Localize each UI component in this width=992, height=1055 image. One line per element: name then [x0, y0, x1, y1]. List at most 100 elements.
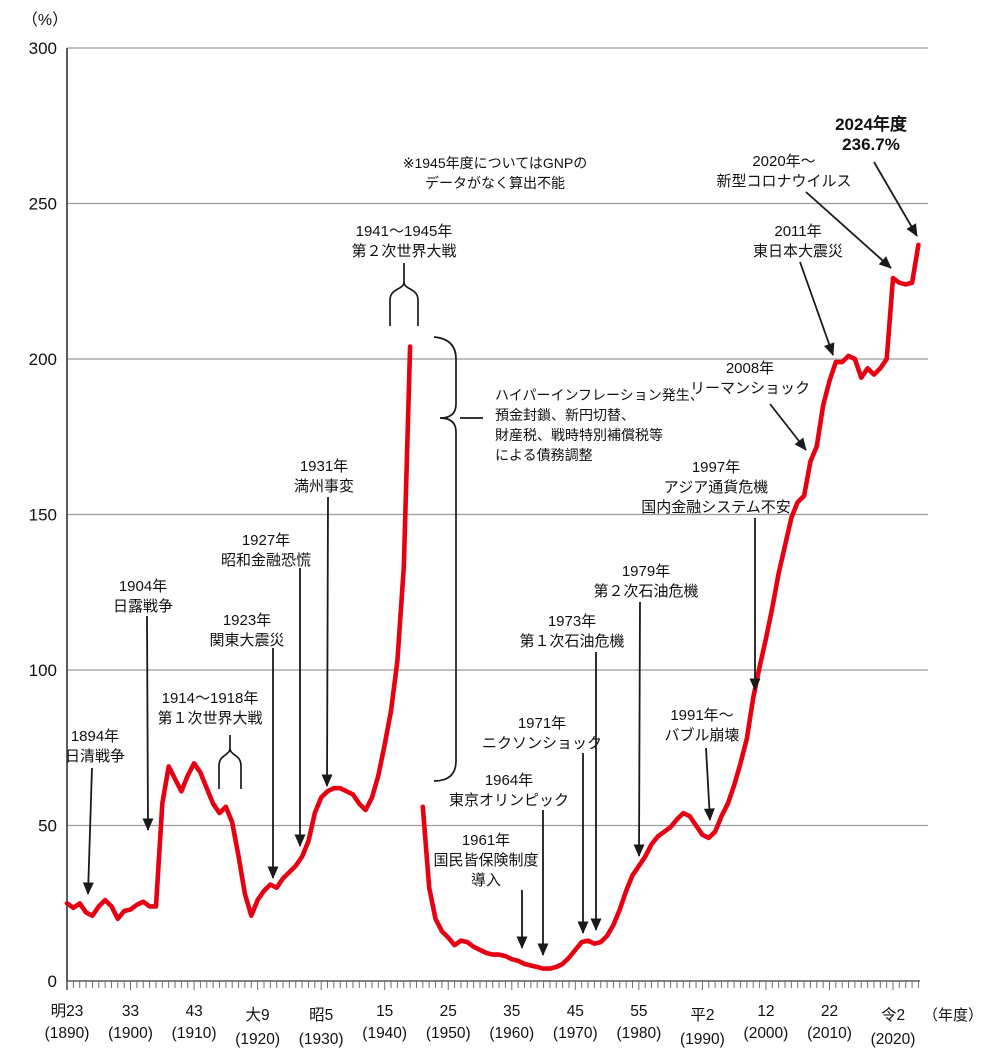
hyperinflation-debt-adjustment-brace [433, 336, 457, 782]
1941-wwii-fork [389, 263, 419, 326]
y-tick-label-200: 200 [29, 350, 57, 369]
debt-line-segment-2 [420, 242, 921, 971]
1964-tokyo-olympics-text-line-1: 1964年 [485, 772, 533, 789]
note-1945-gnp-text-line-1: ※1945年度についてはGNPの [403, 155, 588, 171]
1904-russo-japanese-war-arrow [142, 615, 154, 831]
1923-kanto-earthquake-text-line-1: 1923年 [223, 612, 271, 629]
1941-wwii-text-line-1: 1941～1945年 [356, 223, 453, 240]
y-tick-label-300: 300 [29, 39, 57, 58]
hyperinflation-debt-adjustment-text-line-3: 財産税、戦時特別補償税等 [495, 427, 663, 443]
annotation-1991-bubble-collapse: 1991年～ バブル崩壊 [664, 707, 740, 821]
x-tick-year-1890: (1890) [45, 1025, 90, 1042]
debt-ratio-line [64, 242, 921, 971]
2008-lehman-shock-arrow [769, 403, 807, 451]
1979-second-oil-crisis-text-line-1: 1979年 [622, 563, 670, 580]
y-tick-labels: 300 250 200 150 100 50 0 [29, 39, 57, 991]
x-axis-unit-label: （年度） [923, 1007, 983, 1024]
hyperinflation-debt-adjustment-text-line-1: ハイパーインフレーション発生、 [495, 387, 704, 403]
x-tick-era-1900: 33 [122, 1003, 139, 1020]
2020-covid-text-line-1: 2020年～ [752, 153, 815, 170]
x-tick-era-1960: 35 [503, 1003, 520, 1020]
x-tick-era-1940: 15 [376, 1003, 393, 1020]
1931-manchurian-incident-text-line-2: 満州事変 [294, 478, 354, 495]
y-tick-label-0: 0 [48, 972, 57, 991]
x-tick-era-1910: 43 [185, 1003, 202, 1020]
y-tick-label-50: 50 [38, 817, 57, 836]
1927-showa-financial-crisis-text-line-2: 昭和金融恐慌 [221, 552, 311, 569]
1941-wwii-text-line-2: 第２次世界大戦 [351, 242, 456, 260]
hyperinflation-debt-adjustment-text-line-4: による債務調整 [495, 447, 593, 463]
1997-asian-currency-crisis-text-line-2: アジア通貨危機 [664, 479, 768, 496]
y-tick-label-100: 100 [29, 661, 57, 680]
1914-wwi-text-line-1: 1914～1918年 [162, 690, 259, 707]
x-tick-year-1970: (1970) [553, 1025, 598, 1042]
1997-asian-currency-crisis-text-line-3: 国内金融システム不安 [641, 499, 791, 516]
1997-asian-currency-crisis-text-line-1: 1997年 [692, 459, 740, 476]
debt-line-segment-1 [64, 344, 413, 922]
x-tick-year-1980: (1980) [616, 1025, 661, 1042]
x-tick-era-1980: 55 [630, 1003, 647, 1020]
x-tick-era-1990: 平2 [690, 1007, 714, 1024]
x-tick-era-2000: 12 [757, 1003, 774, 1020]
2024-endpoint-value-arrow [873, 161, 918, 237]
x-tick-era-1920: 大9 [246, 1006, 270, 1024]
1914-wwi-text-line-2: 第１次世界大戦 [157, 709, 262, 727]
x-tick-year-1930: (1930) [299, 1031, 344, 1048]
1914-wwi-fork [218, 735, 242, 789]
x-tick-era-2010: 22 [821, 1003, 838, 1020]
1931-manchurian-incident-arrow [321, 496, 333, 787]
1961-universal-insurance-text-line-3: 導入 [471, 872, 501, 889]
2024-endpoint-value-text-line-1: 2024年度 [835, 114, 908, 134]
2024-endpoint-value-text-line-2: 236.7% [842, 135, 900, 154]
1991-bubble-collapse-text-line-2: バブル崩壊 [664, 726, 739, 744]
y-tick-label-250: 250 [29, 195, 57, 214]
y-tick-label-150: 150 [29, 506, 57, 525]
2011-great-east-japan-earthquake-text-line-1: 2011年 [774, 223, 821, 240]
x-tick-labels: 明23 (1890) 33 (1900) 43 (1910) 大9 (1920) 昭5 (1930… [45, 1003, 916, 1048]
1904-russo-japanese-war-text-line-2: 日露戦争 [113, 597, 173, 615]
2008-lehman-shock-text-line-2: リーマンショック [690, 380, 810, 397]
2020-covid-arrow [805, 191, 892, 269]
gridlines [67, 47, 928, 827]
annotation-hyperinflation-debt-adjustment: ハイパーインフレーション発生、預金封鎖、新円切替、財産税、戦時特別補償税等による… [433, 336, 704, 782]
1991-bubble-collapse-text-line-1: 1991年～ [670, 707, 733, 724]
x-tick-year-1900: (1900) [108, 1025, 153, 1042]
1964-tokyo-olympics-text-line-2: 東京オリンピック [449, 792, 569, 809]
2020-covid-text-line-2: 新型コロナウイルス [716, 173, 851, 190]
1894-sino-japanese-war-text-line-2: 日清戦争 [65, 747, 125, 765]
x-tick-year-1910: (1910) [172, 1025, 217, 1042]
x-tick-year-1940: (1940) [362, 1025, 407, 1042]
y-axis-unit-label: （%） [22, 11, 68, 29]
1973-first-oil-crisis-text-line-2: 第１次石油危機 [519, 632, 624, 650]
axes [66, 48, 920, 990]
x-tick-year-1990: (1990) [680, 1031, 725, 1048]
x-tick-year-1950: (1950) [426, 1025, 471, 1042]
x-tick-year-1920: (1920) [235, 1031, 280, 1048]
1931-manchurian-incident-text-line-1: 1931年 [300, 458, 348, 475]
hyperinflation-debt-adjustment-text-line-2: 預金封鎖、新円切替、 [495, 407, 635, 423]
x-tick-era-1970: 45 [567, 1003, 584, 1020]
2011-great-east-japan-earthquake-arrow [799, 261, 835, 356]
annotations: 1894年日清戦争1904年日露戦争1914～1918年第１次世界大戦1923年… [65, 114, 918, 956]
1894-sino-japanese-war-text-line-1: 1894年 [71, 728, 119, 745]
1927-showa-financial-crisis-text-line-1: 1927年 [242, 532, 290, 549]
1961-universal-insurance-text-line-2: 国民皆保険制度 [433, 852, 538, 869]
annotation-2020-covid: 2020年～ 新型コロナウイルス [716, 153, 892, 269]
1904-russo-japanese-war-text-line-1: 1904年 [119, 578, 167, 595]
1894-sino-japanese-war-arrow [82, 767, 94, 895]
x-tick-era-1950: 25 [440, 1003, 457, 1020]
x-tick-year-2020: (2020) [871, 1031, 916, 1048]
